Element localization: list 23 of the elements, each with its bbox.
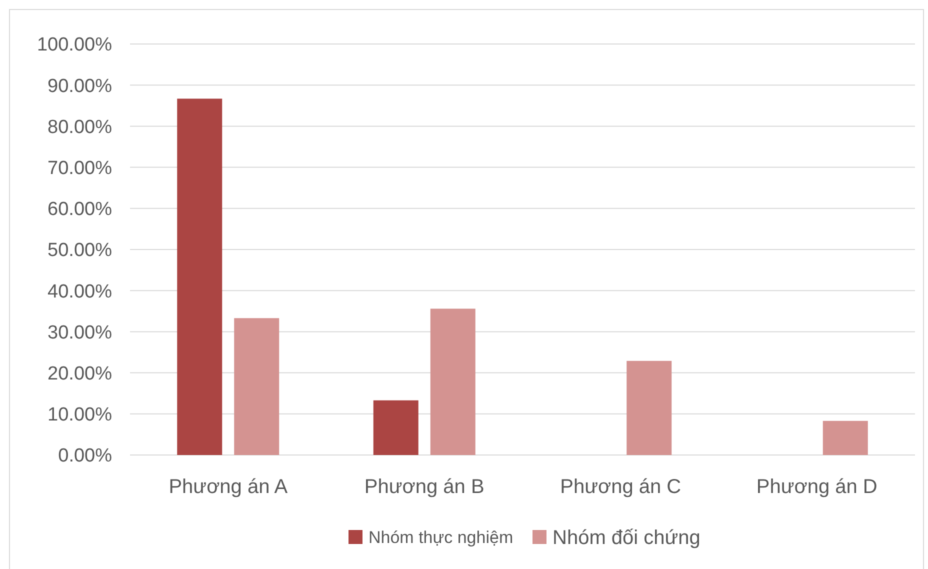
bar [430,308,476,455]
y-tick-label: 70.00% [48,158,112,179]
legend-label: Nhóm thực nghiệm [368,528,514,547]
x-tick-label: Phương án B [364,476,484,498]
y-tick-label: 80.00% [48,116,112,138]
y-tick-label: 10.00% [48,404,112,426]
y-tick-label: 50.00% [48,240,112,262]
bar [373,400,418,455]
x-tick-label: Phương án C [560,476,682,498]
x-tick-label: Phương án D [756,476,878,498]
x-tick-label: Phương án A [168,476,288,498]
bar [177,98,222,455]
y-tick-label: 20.00% [48,363,112,384]
legend-label: Nhóm đối chứng [552,527,700,549]
bar [626,360,672,455]
y-tick-label: 30.00% [48,322,112,344]
y-tick-label: 60.00% [48,199,112,220]
y-tick-label: 40.00% [48,281,112,302]
y-tick-label: 100.00% [36,34,112,56]
bar [822,420,868,455]
y-tick-label: 90.00% [48,76,112,97]
y-tick-label: 0.00% [58,446,112,467]
bar [234,318,280,455]
